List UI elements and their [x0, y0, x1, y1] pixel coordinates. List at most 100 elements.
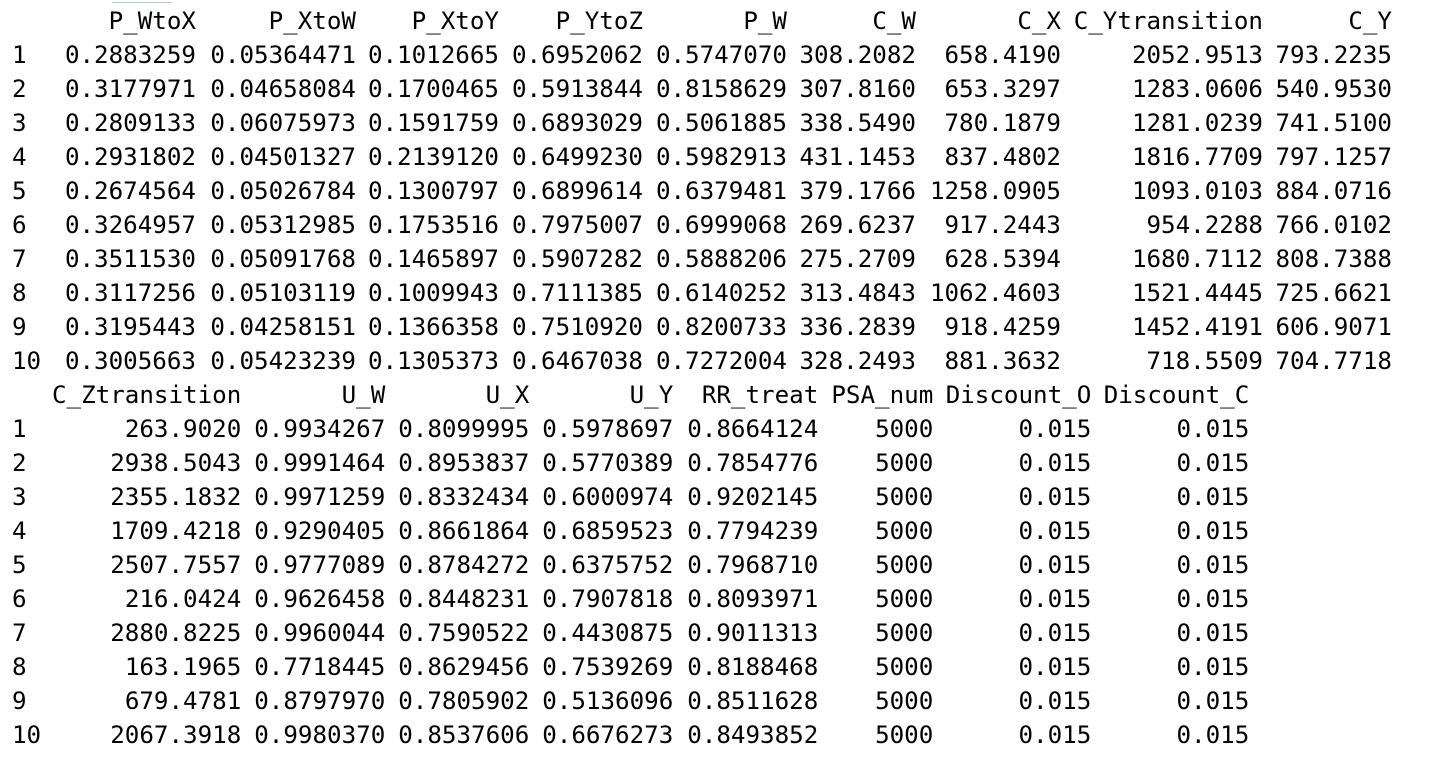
- table-cell: 1283.0606: [1131, 75, 1263, 103]
- table-row: 6 0.3264957 0.05312985 0.1753516 0.7975007 0.…: [12, 208, 1392, 242]
- table-cell: 2067.3918: [110, 721, 242, 749]
- table-cell: 0.015: [1018, 415, 1092, 443]
- table-cell: 275.2709: [799, 245, 917, 273]
- table-cell: 0.3195443: [64, 313, 196, 341]
- table-cell: 1062.4603: [929, 279, 1061, 307]
- table-cell: 0.3117256: [64, 279, 196, 307]
- table-row: 7 0.3511530 0.05091768 0.1465897 0.5907282 0.…: [12, 242, 1392, 276]
- row-name: 4: [12, 517, 27, 545]
- table-cell: 725.6621: [1275, 279, 1393, 307]
- table-cell: 2355.1832: [110, 483, 242, 511]
- table-row: 1 0.2883259 0.05364471 0.1012665 0.6952062 0.…: [12, 38, 1392, 72]
- row-name: 8: [12, 653, 27, 681]
- table-cell: 0.8629456: [398, 653, 530, 681]
- table-row: 3 2355.1832 0.9971259 0.8332434 0.6000974 0.9…: [12, 480, 1249, 514]
- table-cell: 808.7388: [1275, 245, 1393, 273]
- table-cell: 5000: [875, 483, 934, 511]
- column-header: C_X: [1017, 7, 1061, 35]
- table-cell: 0.5747070: [655, 41, 787, 69]
- table-cell: 793.2235: [1275, 41, 1393, 69]
- table-cell: 0.1305373: [367, 347, 499, 375]
- table-row: 4 0.2931802 0.04501327 0.2139120 0.6499230 0.…: [12, 140, 1392, 174]
- table-cell: 0.2674564: [64, 177, 196, 205]
- table-cell: 308.2082: [799, 41, 917, 69]
- table-cell: 0.2931802: [64, 143, 196, 171]
- table-cell: 0.05423239: [210, 347, 356, 375]
- table-cell: 263.9020: [124, 415, 242, 443]
- table-cell: 0.04658084: [210, 75, 356, 103]
- table-cell: 5000: [875, 551, 934, 579]
- column-header: P_W: [743, 7, 787, 35]
- table-cell: 0.05312985: [210, 211, 356, 239]
- row-name: 5: [12, 177, 27, 205]
- table-row: 6 216.0424 0.9626458 0.8448231 0.7907818 0.80…: [12, 582, 1249, 616]
- table-cell: 881.3632: [944, 347, 1062, 375]
- table-cell: 628.5394: [944, 245, 1062, 273]
- table-cell: 0.9980370: [254, 721, 386, 749]
- table-cell: 658.4190: [944, 41, 1062, 69]
- table-cell: 1093.0103: [1131, 177, 1263, 205]
- table-cell: 0.9991464: [254, 449, 386, 477]
- table-cell: 0.9626458: [254, 585, 386, 613]
- table-cell: 0.8493852: [687, 721, 819, 749]
- row-name: 10: [12, 721, 42, 749]
- table-cell: 0.8511628: [687, 687, 819, 715]
- table-cell: 0.8093971: [687, 585, 819, 613]
- table-cell: 0.5888206: [655, 245, 787, 273]
- table-cell: 606.9071: [1275, 313, 1393, 341]
- table-cell: 1281.0239: [1131, 109, 1263, 137]
- table-cell: 0.7539269: [542, 653, 674, 681]
- table-row: 10 2067.3918 0.9980370 0.8537606 0.6676273 0.…: [12, 718, 1249, 752]
- column-header: Discount_O: [945, 381, 1092, 409]
- row-name: 7: [12, 245, 27, 273]
- table-cell: 0.2139120: [367, 143, 499, 171]
- table-cell: 797.1257: [1275, 143, 1393, 171]
- row-name: 7: [12, 619, 27, 647]
- table-cell: 0.3511530: [64, 245, 196, 273]
- table-cell: 0.3264957: [64, 211, 196, 239]
- table-cell: 741.5100: [1275, 109, 1393, 137]
- table-cell: 884.0716: [1275, 177, 1393, 205]
- column-header: P_XtoW: [268, 7, 356, 35]
- table-cell: 0.1012665: [367, 41, 499, 69]
- table-cell: 5000: [875, 415, 934, 443]
- table-cell: 336.2839: [799, 313, 917, 341]
- table-cell: 0.8188468: [687, 653, 819, 681]
- table-cell: 704.7718: [1275, 347, 1393, 375]
- table-cell: 0.7968710: [687, 551, 819, 579]
- table-cell: 0.7805902: [398, 687, 530, 715]
- table-cell: 0.9290405: [254, 517, 386, 545]
- table-cell: 0.015: [1176, 585, 1250, 613]
- column-header: C_Ytransition: [1073, 7, 1263, 35]
- table-cell: 653.3297: [944, 75, 1062, 103]
- table-cell: 2052.9513: [1131, 41, 1263, 69]
- table-row: 8 0.3117256 0.05103119 0.1009943 0.7111385 0.…: [12, 276, 1392, 310]
- row-name: 9: [12, 687, 27, 715]
- table-cell: 0.8664124: [687, 415, 819, 443]
- table-cell: 0.6499230: [511, 143, 643, 171]
- table-cell: 269.6237: [799, 211, 917, 239]
- table-cell: 0.015: [1018, 687, 1092, 715]
- table-row: 9 679.4781 0.8797970 0.7805902 0.5136096 0.85…: [12, 684, 1249, 718]
- table-cell: 0.7272004: [655, 347, 787, 375]
- table-cell: 1680.7112: [1131, 245, 1263, 273]
- table-cell: 0.04501327: [210, 143, 356, 171]
- table-cell: 679.4781: [124, 687, 242, 715]
- column-header: P_XtoY: [411, 7, 499, 35]
- table-cell: 0.6899614: [511, 177, 643, 205]
- table-cell: 1709.4218: [110, 517, 242, 545]
- row-name: 4: [12, 143, 27, 171]
- table-cell: 0.7907818: [542, 585, 674, 613]
- table-cell: 0.6467038: [511, 347, 643, 375]
- table-row: 7 2880.8225 0.9960044 0.7590522 0.4430875 0.9…: [12, 616, 1249, 650]
- table-cell: 0.015: [1018, 483, 1092, 511]
- column-header: RR_treat: [701, 381, 819, 409]
- table-cell: 0.05364471: [210, 41, 356, 69]
- table-cell: 0.7510920: [511, 313, 643, 341]
- table-cell: 0.4430875: [542, 619, 674, 647]
- table-cell: 0.015: [1176, 415, 1250, 443]
- table-cell: 5000: [875, 585, 934, 613]
- table-cell: 0.8332434: [398, 483, 530, 511]
- table-cell: 2880.8225: [110, 619, 242, 647]
- row-name: 2: [12, 449, 27, 477]
